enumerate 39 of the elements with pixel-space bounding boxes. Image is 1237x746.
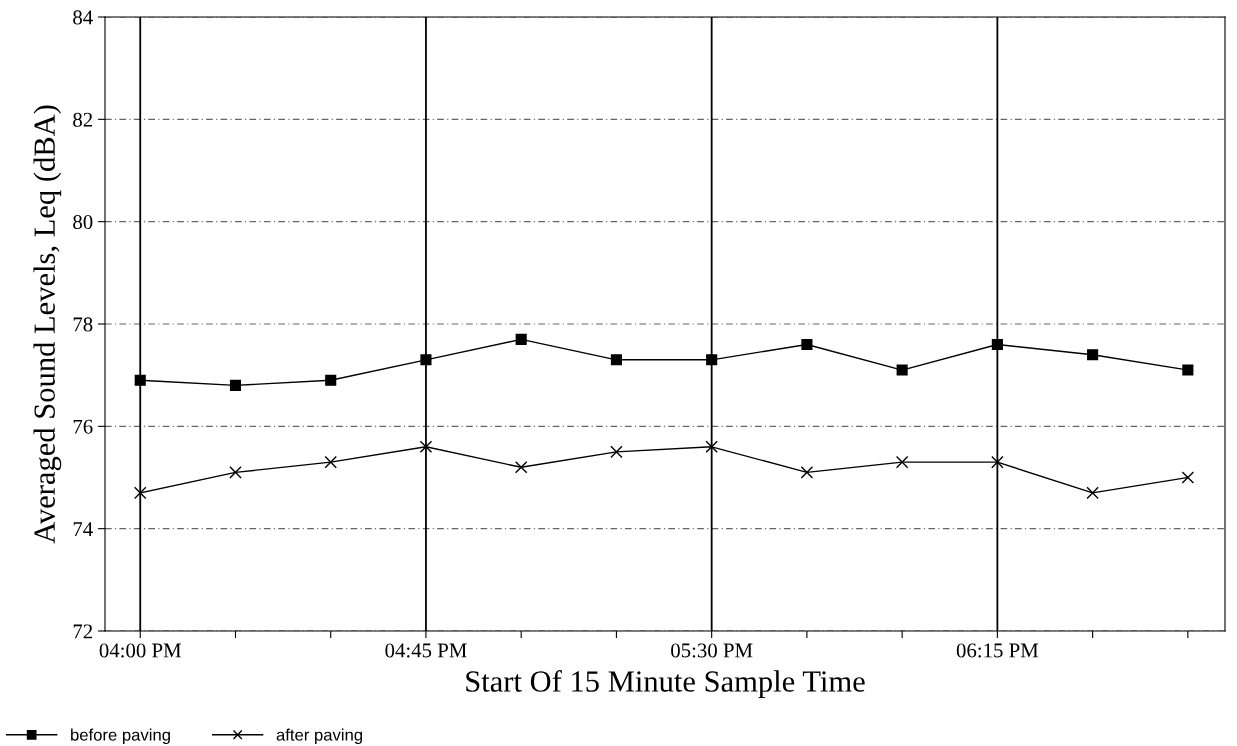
x-tick-label: 04:00 PM — [99, 643, 182, 658]
y-axis-title: Averaged Sound Levels, Leq (dBA) — [33, 105, 62, 544]
point — [1182, 364, 1194, 376]
y-tick-label: 76 — [73, 419, 93, 434]
legend-label: before paving — [71, 728, 170, 745]
point — [991, 455, 1004, 469]
y-tick-label: 74 — [73, 522, 93, 536]
point — [325, 374, 337, 386]
legend-label: after paving — [276, 728, 363, 745]
x-axis-title: Start Of 15 Minute Sample Time — [466, 670, 865, 699]
point — [896, 364, 908, 376]
point — [324, 455, 337, 469]
y-tick-label: 84 — [73, 10, 93, 25]
point — [800, 466, 814, 479]
point — [895, 455, 909, 469]
y-tick-label: 80 — [73, 215, 93, 230]
point — [705, 440, 718, 454]
point — [610, 354, 622, 366]
point — [1086, 486, 1099, 500]
point — [229, 379, 242, 391]
y-tick-label: 78 — [73, 317, 93, 332]
x-tick-label: 04:45 PM — [385, 643, 467, 658]
point — [991, 338, 1003, 351]
y-tick-label: 72 — [73, 624, 93, 639]
point — [133, 486, 147, 500]
point — [229, 466, 242, 479]
point — [1087, 349, 1099, 361]
point — [514, 461, 528, 474]
y-tick-label: 82 — [73, 112, 93, 127]
point — [706, 354, 718, 366]
x-tick-label: 06:15 PM — [956, 643, 1039, 658]
point — [420, 354, 432, 366]
point — [419, 440, 433, 454]
point — [515, 333, 527, 345]
point — [134, 374, 146, 386]
point — [801, 338, 813, 351]
point — [1181, 471, 1195, 484]
point — [610, 445, 623, 459]
x-tick-label: 05:30 PM — [671, 643, 753, 658]
